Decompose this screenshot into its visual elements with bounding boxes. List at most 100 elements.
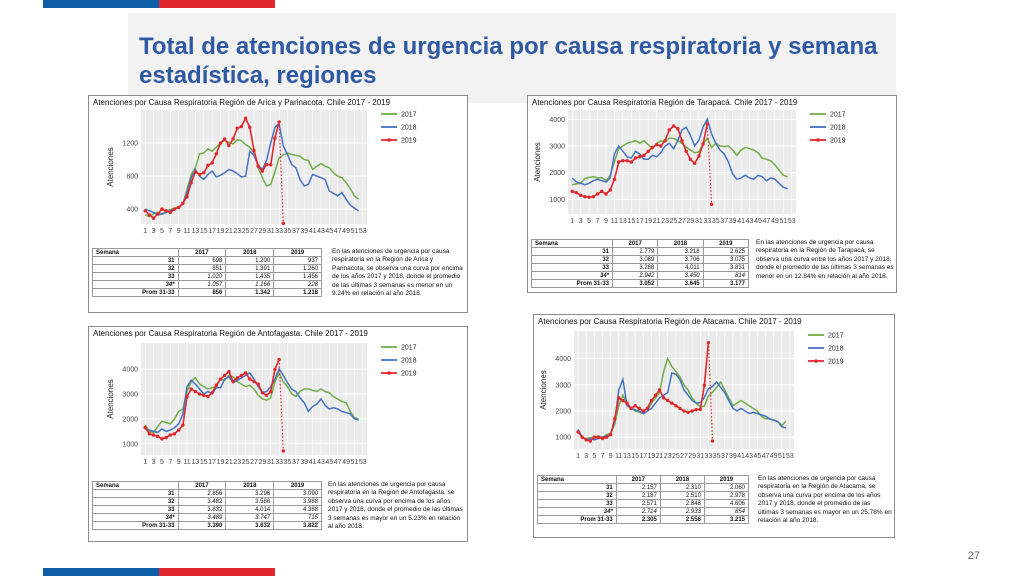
table-cell: 3.706 — [657, 255, 704, 264]
data-point — [206, 394, 210, 399]
chart-title: Atenciones por Causa Respiratoria Región… — [93, 329, 368, 338]
table-header-row: Semana 2017 2018 2019 — [530, 239, 750, 248]
table-row: 31 2.856 3.296 3.090 — [92, 489, 322, 498]
table-header-row: Semana 2017 2018 2019 — [92, 248, 322, 257]
y-tick-label: 1000 — [555, 435, 571, 442]
x-tick-label: 31 — [267, 228, 275, 235]
data-point — [256, 164, 260, 168]
table-row: 34* 3.489 3.747 715 — [92, 513, 322, 522]
x-tick-label: 5 — [160, 459, 164, 466]
data-point — [172, 207, 177, 211]
data-point — [214, 383, 219, 388]
x-tick-label: 17 — [636, 218, 644, 225]
data-point — [653, 393, 658, 397]
x-tick-label: 29 — [687, 218, 695, 225]
x-tick-label: 21 — [656, 453, 664, 460]
x-tick-label: 3 — [152, 459, 156, 466]
data-point — [692, 161, 697, 166]
table-cell: 3.052 — [612, 279, 659, 288]
data-point — [629, 406, 633, 411]
table-header: Semana — [537, 475, 617, 484]
data-point — [151, 216, 156, 220]
table-cell: 34* — [92, 513, 179, 522]
table-cell: 3.296 — [225, 489, 275, 498]
data-point — [239, 124, 244, 129]
data-point — [160, 437, 164, 441]
x-tick-label: 25 — [242, 459, 250, 466]
x-tick-label: 31 — [267, 459, 275, 466]
table-cell: 1.020 — [177, 272, 227, 281]
x-tick-label: 43 — [745, 453, 753, 460]
data-point — [151, 433, 156, 437]
table-row: Prom 31-33 3.390 3.632 3.822 — [92, 521, 322, 530]
data-point — [160, 207, 164, 211]
table-cell: 34* — [92, 280, 179, 289]
table-cell: 34* — [530, 271, 614, 280]
x-tick-label: 5 — [592, 453, 596, 460]
table-cell: 4.388 — [273, 505, 322, 514]
series-line-2017 — [144, 371, 359, 434]
data-point — [650, 145, 655, 150]
data-point — [147, 213, 152, 217]
data-point — [625, 401, 629, 405]
table-cell: Prom 31-33 — [537, 515, 617, 524]
data-point — [164, 435, 168, 440]
data-point — [617, 396, 621, 400]
table-cell: 851 — [177, 264, 227, 273]
x-tick-label: 43 — [746, 218, 754, 225]
table-cell: 1.342 — [225, 288, 275, 297]
data-point — [227, 143, 231, 148]
data-point — [256, 382, 260, 386]
table-cell: 2.305 — [615, 515, 661, 524]
x-tick-label: 35 — [284, 459, 292, 466]
x-tick-label: 21 — [225, 228, 233, 235]
data-point — [686, 410, 690, 414]
x-tick-label: 37 — [292, 228, 300, 235]
analysis-note: En las atenciones de urgencia por causa … — [756, 239, 894, 280]
table-row: 32 851 1.391 1.260 — [92, 264, 322, 273]
data-point — [227, 369, 231, 374]
table-header: 2019 — [702, 239, 750, 248]
data-point — [637, 406, 641, 411]
data-point — [701, 142, 705, 146]
table-row: 32 3.089 3.706 3.075 — [530, 255, 750, 264]
data-point — [248, 125, 252, 130]
table-header: 2019 — [273, 481, 322, 490]
table-cell: 3.450 — [657, 271, 704, 280]
x-tick-label: 13 — [619, 218, 627, 225]
data-point — [616, 160, 621, 164]
y-tick-label: 4000 — [555, 356, 571, 363]
x-tick-label: 47 — [763, 218, 771, 225]
data-point — [592, 435, 597, 439]
table-cell: 228 — [273, 280, 322, 289]
x-tick-label: 53 — [786, 453, 794, 460]
x-tick-label: 19 — [644, 218, 652, 225]
table-cell: 937 — [273, 256, 322, 265]
data-point — [181, 201, 185, 206]
data-point — [697, 154, 701, 158]
x-tick-label: 33 — [275, 459, 283, 466]
table-row: Prom 31-33 3.052 3.645 3.177 — [530, 279, 750, 288]
x-tick-label: 1 — [570, 218, 574, 225]
data-point — [633, 404, 637, 408]
x-tick-label: 37 — [721, 453, 729, 460]
data-point — [189, 387, 193, 391]
table-header: 2017 — [615, 475, 661, 484]
x-tick-label: 1 — [143, 459, 147, 466]
x-tick-label: 43 — [317, 228, 325, 235]
data-point — [189, 180, 193, 185]
table-cell: 1.435 — [225, 272, 275, 281]
data-point — [193, 170, 198, 174]
table-cell: 2.856 — [177, 489, 227, 498]
data-point — [676, 126, 680, 131]
x-tick-label: 53 — [359, 459, 367, 466]
data-point — [269, 390, 273, 394]
x-tick-label: 3 — [579, 218, 583, 225]
legend-marker — [387, 138, 391, 142]
table-cell: 3.822 — [273, 521, 322, 530]
analysis-note: En las atenciones de urgencia por causa … — [328, 481, 463, 531]
table-cell: 32 — [537, 491, 617, 500]
data-point — [588, 439, 592, 443]
